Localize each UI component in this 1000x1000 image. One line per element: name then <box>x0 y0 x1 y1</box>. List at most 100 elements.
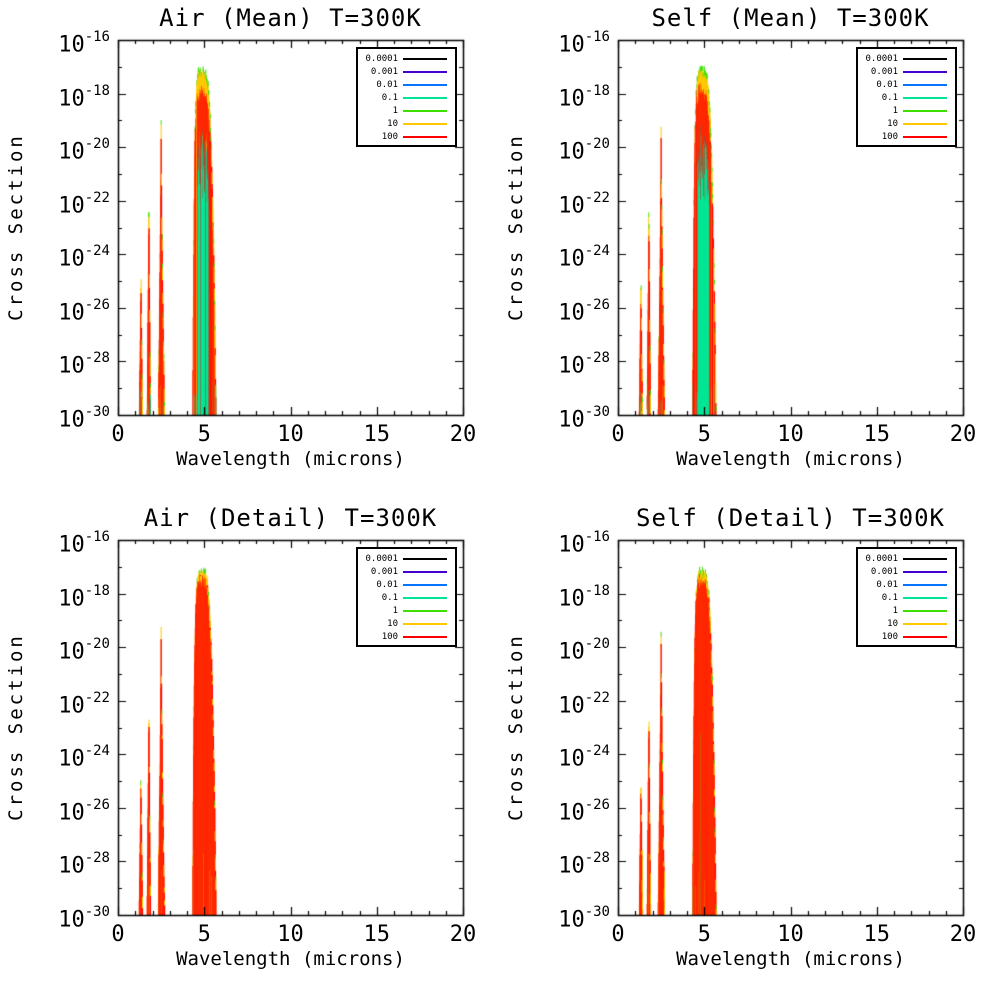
legend-entry: 10 <box>358 117 455 130</box>
legend-line-sample <box>403 135 447 138</box>
legend-entry: 10 <box>858 117 955 130</box>
y-tick-label: 10-18 <box>558 82 610 111</box>
y-tick-label: 10-24 <box>558 743 610 772</box>
legend-label: 0.0001 <box>865 553 898 564</box>
legend-line-sample <box>403 557 447 560</box>
y-tick-label: 10-22 <box>558 189 610 219</box>
legend-entry: 0.0001 <box>358 52 455 65</box>
y-tick-label: 10-20 <box>558 636 610 665</box>
y-tick-label: 10-18 <box>58 82 110 111</box>
y-tick-label: 10-22 <box>58 689 110 719</box>
legend-entry: 1 <box>358 604 455 617</box>
legend-line-sample <box>903 96 947 99</box>
legend-entry: 1 <box>858 604 955 617</box>
y-tick-label: 10-28 <box>558 850 610 879</box>
legend-label: 10 <box>387 118 398 129</box>
legend-entry: 0.001 <box>858 565 955 578</box>
y-tick-label: 10-22 <box>58 189 110 219</box>
legend-entry: 1 <box>858 104 955 117</box>
legend-line-sample <box>403 57 447 60</box>
legend-box: 0.0001 0.001 0.01 0.1 1 10 100 <box>856 547 957 647</box>
y-tick-label: 10-20 <box>558 136 610 165</box>
legend-label: 0.1 <box>381 592 398 603</box>
x-tick-label: 5 <box>197 422 211 447</box>
legend-label: 1 <box>392 105 398 116</box>
x-axis-label: Wavelength (microns) <box>176 948 405 970</box>
y-tick-label: 10-18 <box>58 582 110 611</box>
legend-label: 10 <box>887 618 898 629</box>
x-axis-label: Wavelength (microns) <box>176 448 405 470</box>
legend-line-sample <box>403 609 447 612</box>
legend-line-sample <box>903 557 947 560</box>
x-tick-label: 0 <box>611 422 625 447</box>
legend-line-sample <box>403 583 447 586</box>
legend-line-sample <box>903 622 947 625</box>
y-tick-label: 10-16 <box>558 529 610 558</box>
x-tick-label: 0 <box>111 422 125 447</box>
legend-line-sample <box>903 596 947 599</box>
y-tick-label: 10-16 <box>58 529 110 558</box>
legend-line-sample <box>903 583 947 586</box>
x-tick-label: 0 <box>611 922 625 947</box>
legend-line-sample <box>903 83 947 86</box>
legend-label: 10 <box>387 618 398 629</box>
legend-entry: 100 <box>858 130 955 143</box>
legend-line-sample <box>903 57 947 60</box>
legend-line-sample <box>403 570 447 573</box>
legend-label: 1 <box>892 605 898 616</box>
legend-line-sample <box>403 83 447 86</box>
legend-label: 0.001 <box>870 66 898 77</box>
y-tick-label: 10-22 <box>558 689 610 719</box>
legend-label: 0.1 <box>881 92 898 103</box>
legend-label: 100 <box>881 631 898 642</box>
y-tick-label: 10-26 <box>558 796 610 826</box>
legend-label: 1 <box>892 105 898 116</box>
y-tick-label: 10-26 <box>58 796 110 826</box>
legend-entry: 0.1 <box>858 91 955 104</box>
legend-line-sample <box>903 122 947 125</box>
legend-label: 0.001 <box>370 566 398 577</box>
plot-title: Self (Detail) T=300K <box>636 504 945 532</box>
y-tick-label: 10-24 <box>58 243 110 272</box>
legend-entry: 0.1 <box>358 91 455 104</box>
legend-label: 0.1 <box>381 92 398 103</box>
x-tick-label: 20 <box>949 422 977 447</box>
legend-box: 0.0001 0.001 0.01 0.1 1 10 100 <box>356 547 457 647</box>
panel-self-mean: Self (Mean) T=300K Cross Section Wavelen… <box>500 0 1000 500</box>
legend-line-sample <box>403 122 447 125</box>
y-tick-label: 10-26 <box>58 296 110 326</box>
legend-line-sample <box>403 96 447 99</box>
legend-line-sample <box>903 570 947 573</box>
legend-entry: 100 <box>358 630 455 643</box>
y-tick-label: 10-20 <box>58 636 110 665</box>
legend-entry: 0.001 <box>858 65 955 78</box>
legend-label: 0.01 <box>876 579 898 590</box>
legend-entry: 1 <box>358 104 455 117</box>
x-tick-label: 10 <box>277 422 304 447</box>
y-tick-label: 10-24 <box>58 743 110 772</box>
legend-entry: 0.01 <box>858 78 955 91</box>
y-tick-label: 10-30 <box>58 404 110 433</box>
legend-entry: 100 <box>858 630 955 643</box>
x-tick-label: 15 <box>363 422 391 447</box>
legend-line-sample <box>403 635 447 638</box>
y-tick-label: 10-16 <box>58 29 110 58</box>
legend-entry: 100 <box>358 130 455 143</box>
x-tick-label: 5 <box>697 422 711 447</box>
legend-label: 0.01 <box>376 579 398 590</box>
x-tick-label: 5 <box>197 922 211 947</box>
legend-label: 1 <box>392 605 398 616</box>
legend-entry: 0.001 <box>358 65 455 78</box>
legend-line-sample <box>903 109 947 112</box>
plot-title: Self (Mean) T=300K <box>651 4 930 32</box>
legend-label: 0.001 <box>870 566 898 577</box>
legend-line-sample <box>403 622 447 625</box>
plot-title: Air (Detail) T=300K <box>143 504 438 532</box>
y-tick-label: 10-28 <box>558 350 610 379</box>
x-tick-label: 5 <box>697 922 711 947</box>
x-tick-label: 10 <box>277 922 304 947</box>
plot-title: Air (Mean) T=300K <box>159 4 422 32</box>
legend-entry: 0.0001 <box>858 52 955 65</box>
x-tick-label: 15 <box>863 422 891 447</box>
